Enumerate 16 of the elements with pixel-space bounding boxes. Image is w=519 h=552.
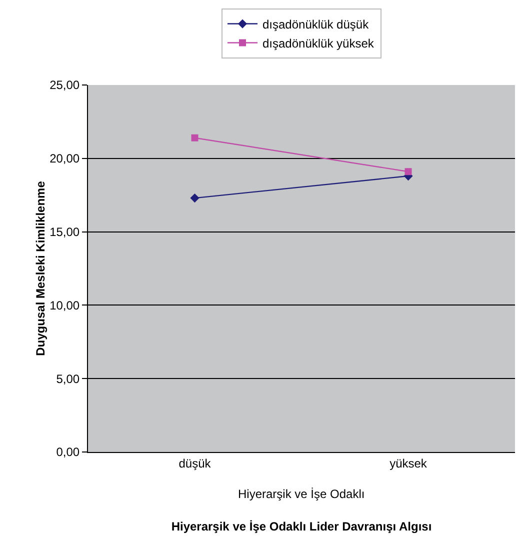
x-axis-title: Hiyerarşik ve İşe Odaklı Lider Davranışı Algısı (171, 519, 432, 534)
y-tick-label: 0,00 (56, 445, 80, 460)
y-tick-label: 25,00 (50, 78, 80, 92)
y-tick-label: 10,00 (50, 298, 80, 312)
point (404, 168, 412, 176)
y-axis-title: Duygusal Mesleki Kimliklenme (34, 180, 48, 356)
text: Hiyerarşik ve İşe Odaklı (238, 487, 365, 501)
y-tick-label: 15,00 (50, 225, 80, 239)
x-tick-label: düşük (178, 456, 212, 470)
y-tick-label: 20,00 (50, 152, 80, 166)
y-tick-label: 5,00 (56, 372, 80, 386)
legend-label: dışadönüklük düşük (262, 17, 370, 32)
point (190, 193, 200, 203)
point (191, 134, 198, 142)
legend-label: dışadönüklük yüksek (262, 36, 375, 50)
x-tick-label: yüksek (390, 456, 428, 470)
